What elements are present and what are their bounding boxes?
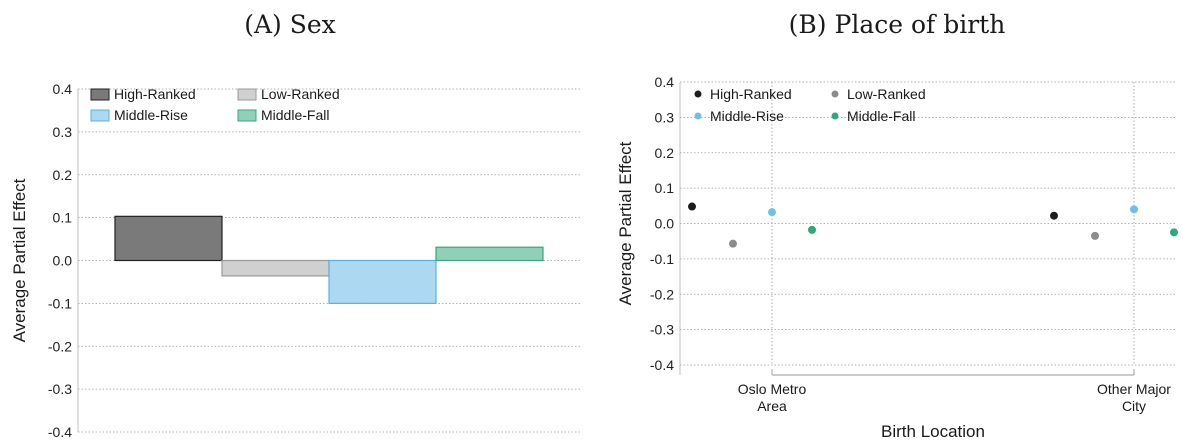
legend-marker-low-ranked [831,90,839,98]
panel-a-sex-chart: 0.4 0.3 0.2 0.1 0.0 -0.1 -0.2 -0.3 -0.4 Average P… [10,81,580,440]
x-tick-label: Other Major [1097,381,1171,397]
legend-label-middle-fall: Middle-Fall [847,108,915,124]
legend-swatch-middle-rise [90,109,110,122]
legend-label-high-ranked: High-Ranked [114,86,196,102]
legend-swatch-middle-fall [237,109,257,122]
legend-swatch-low-ranked [237,88,257,101]
y-tick-label: 0.4 [53,81,73,97]
y-tick-label: 0.1 [53,210,73,226]
y-tick-label: 0.3 [53,124,73,140]
bar-middle-fall [435,246,544,262]
legend-swatch-high-ranked [90,88,110,101]
x-tick-label: Area [757,398,787,414]
legend-marker-middle-rise [694,112,702,120]
y-tick-label: 0.4 [655,74,675,90]
y-axis-label: Average Partial Effect [616,141,635,305]
y-tick-label: -0.4 [650,357,674,373]
y-tick-label: 0.3 [655,109,675,125]
y-tick-label: -0.3 [650,322,674,338]
y-axis-label: Average Partial Effect [10,178,29,342]
x-tick-label: City [1122,398,1146,414]
x-axis-label: Birth Location [881,422,985,440]
legend-label-low-ranked: Low-Ranked [847,86,926,102]
legend-marker-high-ranked [694,90,702,98]
y-tick-label: 0.0 [53,253,73,269]
legend-label-middle-fall: Middle-Fall [261,107,329,123]
y-tick-label: 0.2 [655,145,675,161]
panel-a-title: (A) Sex [244,10,336,39]
legend-label-middle-rise: Middle-Rise [710,108,784,124]
y-tick-label: -0.2 [48,338,72,354]
x-tick-label: Oslo Metro [738,381,807,397]
point-high-ranked [1050,211,1058,220]
legend-label-middle-rise: Middle-Rise [114,107,188,123]
point-middle-fall [808,225,816,234]
y-tick-label: -0.2 [650,286,674,302]
panel-b-title: (B) Place of birth [788,10,1006,39]
point-middle-fall [1170,228,1178,237]
y-tick-label: 0.1 [655,180,675,196]
legend-label-high-ranked: High-Ranked [710,86,792,102]
y-tick-label: 0.0 [655,216,675,232]
point-middle-rise [1130,205,1138,214]
legend-marker-middle-fall [831,112,839,120]
legend-label-low-ranked: Low-Ranked [261,86,340,102]
y-tick-label: -0.1 [650,251,674,267]
y-tick-label: -0.1 [48,295,72,311]
bar-high-ranked [114,215,223,262]
bar-low-ranked [221,259,330,277]
y-tick-label: -0.3 [48,381,72,397]
panel-b-place-of-birth-chart: 0.4 0.3 0.2 0.1 0.0 -0.1 -0.2 -0.3 -0.4 Oslo Metr… [616,74,1178,440]
point-middle-rise [768,208,776,217]
point-high-ranked [688,202,696,211]
y-tick-label: 0.2 [53,167,73,183]
point-low-ranked [729,239,737,248]
bar-middle-rise [328,259,437,304]
y-tick-label: -0.4 [48,424,72,440]
point-low-ranked [1091,231,1099,240]
